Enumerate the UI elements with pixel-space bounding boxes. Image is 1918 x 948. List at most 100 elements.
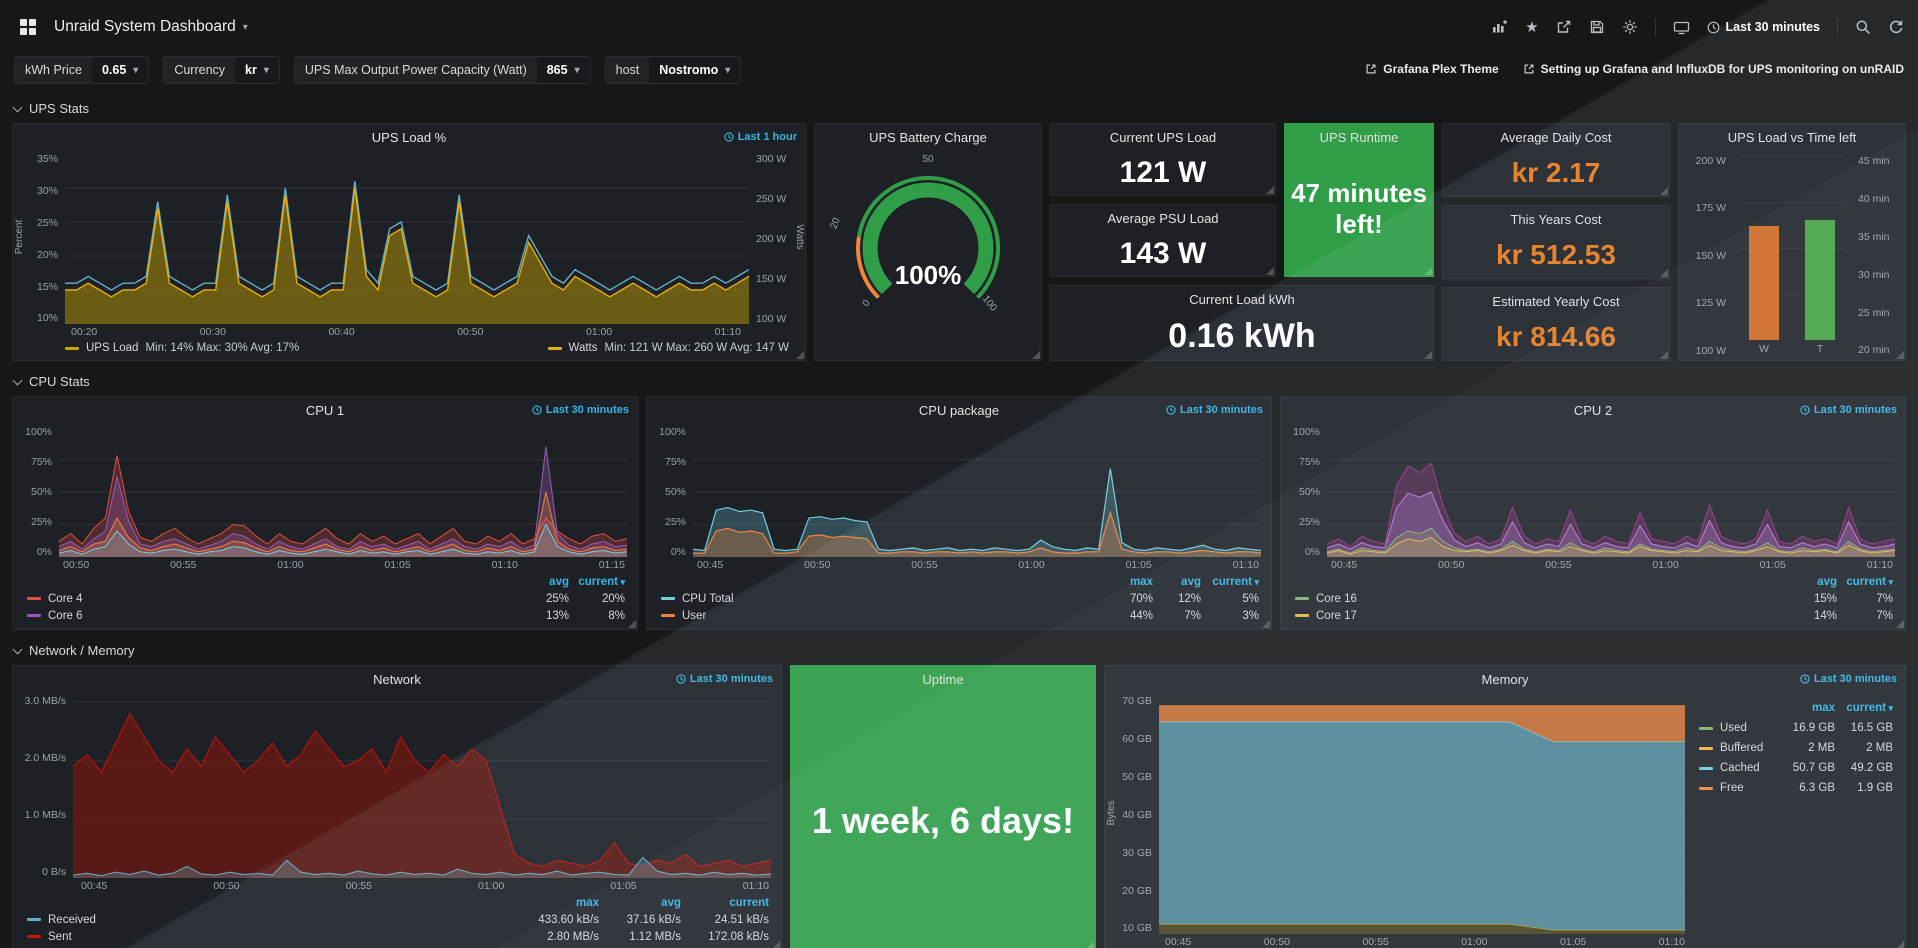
legend-sort-current[interactable]: current [1835, 702, 1893, 714]
tv-mode-icon[interactable] [1673, 20, 1690, 35]
series-swatch [27, 597, 41, 600]
legend-series-toggle[interactable]: Used [1699, 722, 1781, 734]
legend-sort-avg[interactable]: avg [661, 896, 681, 909]
memory-chart[interactable] [1159, 696, 1685, 934]
row-ups-stats: UPS Load % Last 1 hour Percent 35% 30% 25%… [0, 123, 1918, 361]
panel-title[interactable]: CPU 1 [305, 402, 345, 418]
panel-title[interactable]: Estimated Yearly Cost [1492, 293, 1620, 309]
variable-label: host [615, 63, 640, 77]
time-picker-button[interactable]: Last 30 minutes [1707, 20, 1820, 34]
legend-sort-current[interactable]: current [729, 896, 769, 909]
add-panel-icon[interactable] [1491, 19, 1508, 35]
x-tick-label: 00:50 [804, 559, 831, 571]
panel-title[interactable]: UPS Load vs Time left [1727, 129, 1857, 145]
y-tick-label: 25% [30, 515, 52, 528]
star-icon[interactable]: ★ [1525, 18, 1539, 36]
template-variables: kWh Price 0.65 ▾ Currency kr ▾ UPS Max [14, 56, 742, 84]
legend-series-toggle[interactable]: UPS Load Min: 14% Max: 30% Avg: 17% [65, 342, 299, 354]
share-icon[interactable] [1556, 19, 1572, 35]
variable-value-dropdown[interactable]: 0.65 ▾ [91, 57, 149, 83]
panel-title[interactable]: CPU package [918, 402, 1000, 418]
y-tick-label: 30% [36, 184, 58, 197]
legend-series-toggle[interactable]: CPU Total [661, 593, 1095, 605]
legend-sort-current[interactable]: current [1837, 576, 1893, 588]
section-header-network-memory[interactable]: Network / Memory [0, 636, 1918, 665]
cpu-package-chart[interactable] [693, 427, 1261, 557]
panel-title[interactable]: Current Load kWh [1189, 291, 1295, 307]
panel-title[interactable]: Average Daily Cost [1500, 129, 1612, 145]
legend-series-toggle[interactable]: Sent [27, 931, 505, 943]
external-link-icon [1366, 64, 1376, 74]
legend-series-toggle[interactable]: Core 16 [1295, 593, 1781, 605]
panel-title[interactable]: UPS Battery Charge [869, 129, 987, 145]
legend-sort-current[interactable]: current [569, 576, 625, 588]
legend-sort-max[interactable]: max [1129, 575, 1153, 588]
legend-sort-current[interactable]: current [1201, 576, 1259, 588]
cpu1-chart[interactable] [59, 427, 627, 557]
settings-icon[interactable] [1622, 19, 1638, 35]
x-tick-label: 00:50 [63, 559, 90, 571]
y-tick-label: 75% [664, 455, 686, 468]
legend-sort-max[interactable]: max [1811, 702, 1835, 714]
panel-title[interactable]: Memory [1481, 671, 1529, 687]
bars-plot [1739, 156, 1845, 340]
y-tick-label: 15% [36, 280, 58, 293]
time-range-label: Last 30 minutes [1725, 20, 1820, 34]
legend-sort-avg[interactable]: avg [1817, 575, 1837, 588]
legend-series-toggle[interactable]: Free [1699, 782, 1781, 794]
legend-sort-avg[interactable]: avg [1181, 575, 1201, 588]
section-header-cpu-stats[interactable]: CPU Stats [0, 367, 1918, 396]
legend-row: Cached 50.7 GB 49.2 GB [1699, 758, 1893, 778]
section-header-ups-stats[interactable]: UPS Stats [0, 94, 1918, 123]
clock-icon [1800, 674, 1810, 684]
y-tick-label: 35% [36, 153, 58, 165]
panel-title[interactable]: Uptime [922, 671, 964, 687]
clock-icon [1800, 405, 1810, 415]
section-title: Network / Memory [29, 643, 135, 658]
network-chart[interactable] [73, 696, 771, 878]
dashboard-title-button[interactable]: Unraid System Dashboard ▾ [54, 18, 248, 36]
panel-title[interactable]: UPS Load % [371, 129, 447, 145]
legend-series-toggle[interactable]: Watts Min: 121 W Max: 260 W Avg: 147 W [547, 342, 789, 354]
panel-title[interactable]: Average PSU Load [1107, 210, 1219, 226]
legend-sort-max[interactable]: max [575, 896, 599, 909]
save-icon[interactable] [1589, 19, 1605, 35]
dashboard-link[interactable]: Setting up Grafana and InfluxDB for UPS … [1523, 62, 1904, 76]
ups-stats-column: Current UPS Load 121 W Average PSU Load … [1050, 123, 1434, 361]
grafana-menu-icon[interactable] [14, 13, 42, 41]
x-tick-label: 00:45 [697, 559, 724, 571]
y-tick-label: 250 W [756, 192, 787, 205]
x-tick-label: 01:05 [384, 559, 411, 571]
legend-sort-avg[interactable]: avg [549, 575, 569, 588]
dashboard-link[interactable]: Grafana Plex Theme [1365, 62, 1499, 76]
panel-title[interactable]: Network [373, 671, 421, 687]
legend-series-toggle[interactable]: Received [27, 914, 505, 926]
legend-series-toggle[interactable]: Cached [1699, 762, 1781, 774]
panel-title[interactable]: UPS Runtime [1319, 129, 1399, 145]
legend-series-toggle[interactable]: Core 4 [27, 593, 513, 605]
legend-row: Sent 2.80 MB/s 1.12 MB/s 172.08 kB/s [27, 928, 769, 945]
cpu2-chart[interactable] [1327, 427, 1895, 557]
legend-series-toggle[interactable]: Buffered [1699, 742, 1781, 754]
y-tick-label: 35 min [1858, 230, 1890, 243]
variable-value-dropdown[interactable]: Nostromo ▾ [649, 57, 741, 83]
stat-value: kr 814.66 [1496, 321, 1616, 352]
search-icon[interactable] [1855, 19, 1871, 35]
legend-series-toggle[interactable]: Core 17 [1295, 610, 1781, 622]
legend-series-toggle[interactable]: Core 6 [27, 610, 513, 622]
ups-load-chart[interactable] [65, 154, 749, 324]
divider [1654, 18, 1656, 36]
panel-title[interactable]: Current UPS Load [1109, 129, 1217, 145]
y-tick-label: 75% [1298, 455, 1320, 468]
refresh-icon[interactable] [1888, 19, 1904, 35]
panel-title[interactable]: This Years Cost [1510, 211, 1602, 227]
variable-value-dropdown[interactable]: 865 ▾ [536, 57, 590, 83]
x-tick-label: 00:20 [71, 326, 98, 338]
x-axis: 00:50 00:55 01:00 01:05 01:10 01:15 [13, 557, 637, 573]
variable-value-dropdown[interactable]: kr ▾ [235, 57, 279, 83]
panel-header: Memory Last 30 minutes [1105, 666, 1905, 692]
x-tick-label: 00:50 [457, 326, 484, 338]
y-tick-label: 50% [30, 485, 52, 498]
legend-series-toggle[interactable]: User [661, 610, 1095, 622]
panel-title[interactable]: CPU 2 [1573, 402, 1613, 418]
